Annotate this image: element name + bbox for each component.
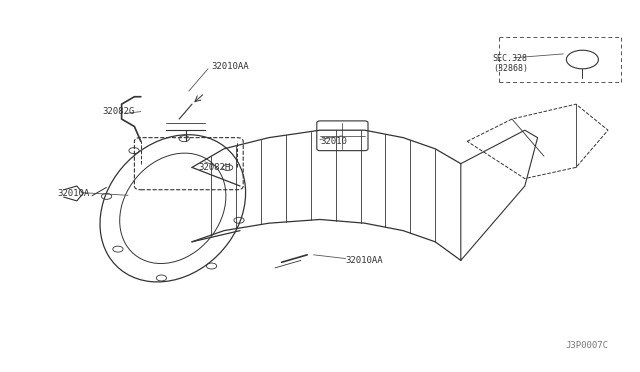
Text: 32010: 32010	[320, 137, 347, 146]
Text: 32010AA: 32010AA	[211, 62, 249, 71]
Text: 32082H: 32082H	[198, 163, 230, 172]
Text: 32082G: 32082G	[102, 107, 134, 116]
Text: 32010A: 32010A	[58, 189, 90, 198]
Text: 32010AA: 32010AA	[346, 256, 383, 265]
Text: J3P0007C: J3P0007C	[565, 341, 608, 350]
Text: SEC.328
(32868): SEC.328 (32868)	[493, 54, 528, 73]
